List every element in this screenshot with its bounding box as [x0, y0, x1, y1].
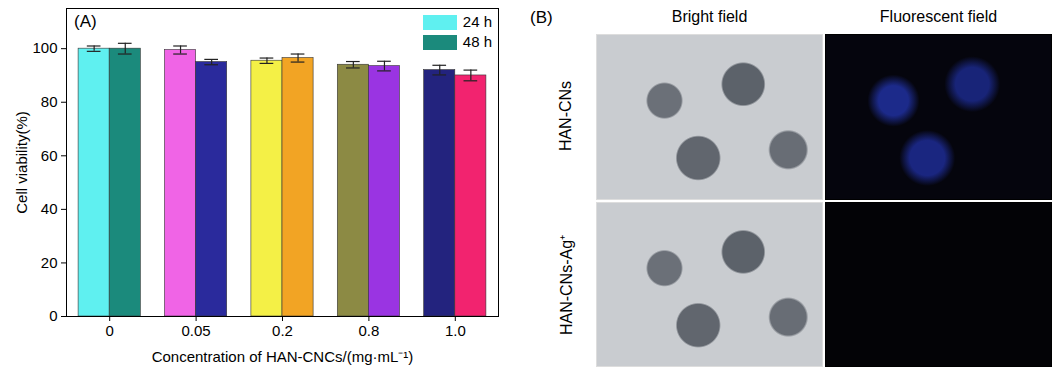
- html-text:(A): (A): [74, 12, 97, 31]
- svg-text:Concentration of HAN-CNCs/(mg·: Concentration of HAN-CNCs/(mg·mL⁻¹): [152, 348, 414, 365]
- html-text:HAN-CNs-Ag⁺: HAN-CNs-Ag⁺: [558, 235, 575, 336]
- html-text:24 h: 24 h: [462, 13, 492, 30]
- html-text:48 h: 48 h: [462, 33, 492, 50]
- svg-text:0.2: 0.2: [272, 322, 293, 339]
- svg-text:Cell viability(%): Cell viability(%): [13, 111, 30, 214]
- svg-text:0: 0: [106, 322, 114, 339]
- svg-text:1.0: 1.0: [445, 322, 466, 339]
- svg-text:20: 20: [41, 254, 58, 271]
- html-text:(B): (B): [530, 8, 553, 27]
- html-text:Bright field: Bright field: [671, 8, 748, 25]
- svg-text:80: 80: [41, 93, 58, 110]
- html-text:HAN-CNs: HAN-CNs: [557, 80, 574, 151]
- svg-text:0: 0: [49, 307, 57, 324]
- html-text:Fluorescent field: Fluorescent field: [879, 8, 998, 25]
- svg-text:0.8: 0.8: [358, 322, 379, 339]
- svg-text:0.05: 0.05: [181, 322, 210, 339]
- svg-text:40: 40: [41, 200, 58, 217]
- svg-text:100: 100: [32, 39, 57, 56]
- svg-text:60: 60: [41, 147, 58, 164]
